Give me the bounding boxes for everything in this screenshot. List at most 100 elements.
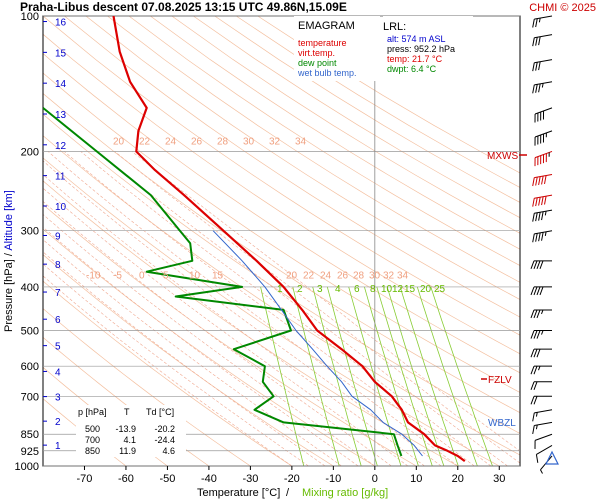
altitude-tick-label: 5 <box>55 342 61 353</box>
lrl-press: press: 952.2 hPa <box>387 44 455 54</box>
x-tick-label: -70 <box>77 473 93 485</box>
y-tick-label: 600 <box>21 361 39 373</box>
isotherm-label: 15 <box>212 270 224 281</box>
wind-barb <box>532 173 553 187</box>
legend-title: EMAGRAM <box>298 20 355 32</box>
x-tick-label: -40 <box>201 473 217 485</box>
mixing-ratio-label: 3 <box>317 284 323 295</box>
altitude-tick-label: 1 <box>55 441 61 452</box>
wind-barb <box>535 444 553 463</box>
y-axis-label: Pressure [hPa] / Altitude [km] <box>3 190 15 332</box>
y-tick-label: 200 <box>21 146 39 158</box>
moist-adiabat-line <box>43 174 425 466</box>
isotherm-label: 28 <box>217 137 229 148</box>
wind-barb <box>532 59 553 72</box>
altitude-tick-label: 6 <box>55 315 61 326</box>
surface-marker <box>545 450 559 465</box>
mixing-ratio-label: 6 <box>354 284 360 295</box>
dry-adiabat-line <box>150 16 520 250</box>
wind-barb <box>534 150 553 167</box>
isotherm-label: 28 <box>353 270 365 281</box>
altitude-tick-label: 11 <box>55 172 66 183</box>
y-axis-label-pressure: Pressure [hPa] <box>3 259 15 332</box>
y-tick-label: 700 <box>21 391 39 403</box>
wind-barb <box>532 209 553 222</box>
isotherm-label: 5 <box>163 270 169 281</box>
y-tick-label: 925 <box>21 446 39 458</box>
isotherm-label: 30 <box>369 270 381 281</box>
isotherm-label: 22 <box>303 270 315 281</box>
wind-barb <box>530 381 552 390</box>
mixing-ratio-label: 2 <box>297 284 303 295</box>
wind-barb <box>534 130 553 146</box>
isotherm-label: 34 <box>295 137 307 148</box>
mixing-ratio-label: 1 <box>277 284 283 295</box>
wind-barb <box>532 34 553 47</box>
isotherm-label: 20 <box>286 270 298 281</box>
dry-adiabat-line <box>43 16 520 336</box>
dry-adiabat-line <box>64 16 520 318</box>
mixing-ratio-label: 15 <box>404 284 416 295</box>
altitude-tick-label: 3 <box>55 393 61 404</box>
table-cell: -24.4 <box>154 435 175 445</box>
mixing-ratio-label: 25 <box>434 284 446 295</box>
y-tick-label: 500 <box>21 326 39 338</box>
isotherm-label: 34 <box>397 270 409 281</box>
lrl-box <box>383 16 473 80</box>
lrl-dwpt: dwpt: 6.4 °C <box>387 64 437 74</box>
table-cell: 700 <box>85 435 100 445</box>
table-cell: 500 <box>85 424 100 434</box>
isotherm-label: 26 <box>337 270 349 281</box>
legend-item-dew-point: dew point <box>298 58 337 68</box>
lrl-temp: temp: 21.7 °C <box>387 54 443 64</box>
isotherm-label: 10 <box>189 270 201 281</box>
x-tick-label: -20 <box>284 473 300 485</box>
x-axis-label-sep: / <box>286 487 290 499</box>
isotherm-label: 20 <box>113 137 125 148</box>
mixing-ratio-label: 20 <box>420 284 432 295</box>
wind-barb <box>530 395 552 405</box>
wind-barb <box>530 286 552 296</box>
table-cell: -20.2 <box>154 424 175 434</box>
x-axis-label-mixing: Mixing ratio [g/kg] <box>302 487 388 499</box>
altitude-tick-label: 4 <box>55 367 61 378</box>
isotherm-label: 24 <box>165 137 177 148</box>
y-tick-label: 1000 <box>15 461 39 473</box>
x-axis-label-temp: Temperature [°C] <box>197 487 280 499</box>
altitude-tick-label: 7 <box>55 288 61 299</box>
altitude-tick-label: 8 <box>55 260 61 271</box>
x-tick-label: 10 <box>410 473 422 485</box>
isotherm-label: 30 <box>243 137 255 148</box>
x-tick-label: -50 <box>159 473 175 485</box>
wind-barb <box>530 330 552 339</box>
lrl-alt: alt: 574 m ASL <box>387 34 446 44</box>
y-tick-label: 100 <box>21 11 39 23</box>
x-tick-label: -10 <box>325 473 341 485</box>
moist-adiabat-line <box>43 187 409 466</box>
dry-adiabat-line <box>171 16 520 234</box>
wind-barb <box>530 260 552 270</box>
isotherm-label: 32 <box>269 137 281 148</box>
altitude-tick-label: 14 <box>55 79 67 90</box>
wind-barb <box>532 15 553 28</box>
chart-title: Praha-Libus descent 07.08.2025 13:15 UTC… <box>20 0 347 14</box>
dry-adiabat-line <box>107 16 520 283</box>
copyright: CHMI © 2025 <box>529 2 596 14</box>
wind-barb <box>534 107 553 123</box>
dry-adiabat-line <box>214 16 520 203</box>
table-header-td: Td [°C] <box>146 407 174 417</box>
legend-item-wet-bulb: wet bulb temp. <box>297 68 357 78</box>
data-table-bg <box>76 405 186 457</box>
table-cell: -13.9 <box>115 424 136 434</box>
dry-adiabat-line <box>43 53 520 374</box>
wind-barb <box>530 309 552 319</box>
lrl-title: LRL: <box>383 21 406 33</box>
dry-adiabat-line <box>193 16 520 219</box>
series-wet-bulb-temp-line <box>212 230 423 457</box>
legend-box <box>294 16 380 81</box>
wind-barb <box>532 421 553 435</box>
x-tick-label: -60 <box>118 473 134 485</box>
wind-barb <box>532 230 553 243</box>
table-cell: 11.9 <box>119 446 136 456</box>
